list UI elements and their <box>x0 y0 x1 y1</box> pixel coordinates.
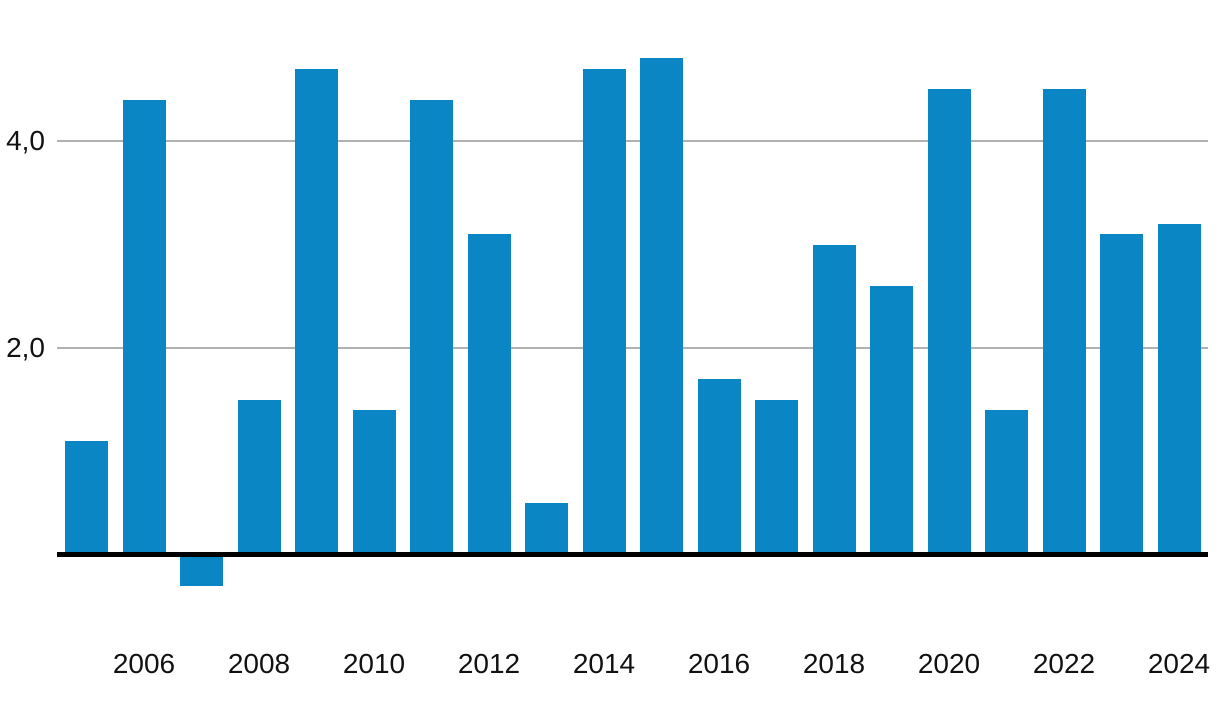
bar-2006 <box>123 99 166 555</box>
bar-2015 <box>640 58 683 555</box>
bar-2018 <box>813 244 856 555</box>
x-axis-zero-line <box>57 552 1208 557</box>
gridline-2-0 <box>57 347 1208 349</box>
bar-2020 <box>928 89 971 555</box>
bar-2013 <box>525 503 568 555</box>
x-axis-tick-label-2008: 2008 <box>227 648 291 679</box>
x-axis-tick-label-2010: 2010 <box>342 648 406 679</box>
x-axis-tick-label-2018: 2018 <box>802 648 866 679</box>
bar-2007 <box>180 555 223 587</box>
x-axis-tick-label-2024: 2024 <box>1147 648 1211 679</box>
bar-2017 <box>755 399 798 555</box>
x-axis-tick-label-2016: 2016 <box>687 648 751 679</box>
bar-2011 <box>410 99 453 555</box>
bar-2014 <box>583 68 626 555</box>
x-axis-tick-label-2022: 2022 <box>1032 648 1096 679</box>
bar-2009 <box>295 68 338 555</box>
y-axis-tick-label: 4,0 <box>6 125 45 156</box>
x-axis-tick-label-2012: 2012 <box>457 648 521 679</box>
bar-2022 <box>1043 89 1086 555</box>
bar-2016 <box>698 379 741 555</box>
bar-2008 <box>238 399 281 555</box>
y-axis-tick-label: 2,0 <box>6 332 45 363</box>
bar-2019 <box>870 285 913 555</box>
bar-2012 <box>468 234 511 555</box>
bar-2005 <box>65 441 108 555</box>
bar-2021 <box>985 410 1028 555</box>
x-axis-tick-label-2014: 2014 <box>572 648 636 679</box>
x-axis-tick-label-2006: 2006 <box>112 648 176 679</box>
gridline-4-0 <box>57 140 1208 142</box>
bar-2024 <box>1158 223 1201 555</box>
x-axis-tick-label-2020: 2020 <box>917 648 981 679</box>
bar-2010 <box>353 410 396 555</box>
bar-2023 <box>1100 234 1143 555</box>
